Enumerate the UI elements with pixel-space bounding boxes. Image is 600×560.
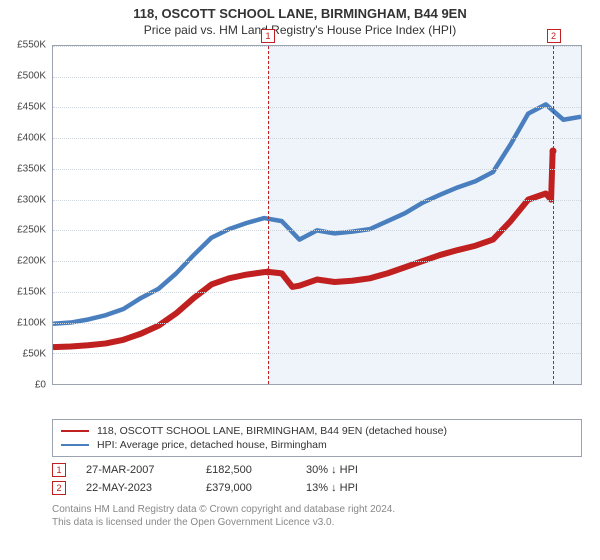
gridline — [53, 77, 581, 78]
legend-row: HPI: Average price, detached house, Birm… — [61, 438, 573, 452]
legend-swatch — [61, 430, 89, 432]
legend-swatch — [61, 444, 89, 446]
sale-price: £379,000 — [206, 482, 286, 494]
legend: 118, OSCOTT SCHOOL LANE, BIRMINGHAM, B44… — [52, 419, 582, 457]
legend-label: HPI: Average price, detached house, Birm… — [97, 439, 327, 451]
gridline — [53, 261, 581, 262]
chart: 1995199619971998199920002001200220032004… — [52, 45, 582, 413]
gridline — [53, 384, 581, 385]
ytick-label: £150K — [17, 287, 52, 298]
ytick-label: £250K — [17, 225, 52, 236]
gridline — [53, 323, 581, 324]
ytick-label: £350K — [17, 163, 52, 174]
plot-area: 1995199619971998199920002001200220032004… — [52, 45, 582, 385]
series-svg — [53, 46, 581, 384]
ytick-label: £450K — [17, 101, 52, 112]
gridline — [53, 292, 581, 293]
gridline — [53, 200, 581, 201]
sale-date: 27-MAR-2007 — [86, 464, 186, 476]
footer-line: Contains HM Land Registry data © Crown c… — [52, 503, 582, 516]
legend-label: 118, OSCOTT SCHOOL LANE, BIRMINGHAM, B44… — [97, 425, 447, 437]
gridline — [53, 353, 581, 354]
sale-marker-line — [553, 46, 554, 384]
sale-dot — [549, 148, 556, 155]
gridline — [53, 230, 581, 231]
ytick-label: £400K — [17, 132, 52, 143]
sale-marker: 1 — [52, 463, 66, 477]
sale-marker: 2 — [52, 481, 66, 495]
sale-row: 2 22-MAY-2023 £379,000 13% ↓ HPI — [52, 479, 582, 497]
sale-dot — [265, 268, 272, 275]
ytick-label: £200K — [17, 256, 52, 267]
ytick-label: £100K — [17, 318, 52, 329]
sale-marker-line — [268, 46, 269, 384]
ytick-label: £550K — [17, 40, 52, 51]
sale-delta: 13% ↓ HPI — [306, 482, 406, 494]
sale-marker-box: 2 — [547, 29, 561, 43]
ytick-label: £500K — [17, 70, 52, 81]
legend-row: 118, OSCOTT SCHOOL LANE, BIRMINGHAM, B44… — [61, 424, 573, 438]
sale-date: 22-MAY-2023 — [86, 482, 186, 494]
chart-subtitle: Price paid vs. HM Land Registry's House … — [0, 23, 600, 37]
sale-delta: 30% ↓ HPI — [306, 464, 406, 476]
sale-row: 1 27-MAR-2007 £182,500 30% ↓ HPI — [52, 461, 582, 479]
gridline — [53, 107, 581, 108]
ytick-label: £50K — [23, 349, 52, 360]
ytick-label: £300K — [17, 194, 52, 205]
attribution: Contains HM Land Registry data © Crown c… — [52, 503, 582, 529]
gridline — [53, 169, 581, 170]
chart-title: 118, OSCOTT SCHOOL LANE, BIRMINGHAM, B44… — [0, 6, 600, 21]
footer-line: This data is licensed under the Open Gov… — [52, 516, 582, 529]
sales-table: 1 27-MAR-2007 £182,500 30% ↓ HPI 2 22-MAY-202… — [52, 461, 582, 497]
sale-marker-box: 1 — [261, 29, 275, 43]
sale-price: £182,500 — [206, 464, 286, 476]
ytick-label: £0 — [35, 380, 52, 391]
gridline — [53, 46, 581, 47]
gridline — [53, 138, 581, 139]
